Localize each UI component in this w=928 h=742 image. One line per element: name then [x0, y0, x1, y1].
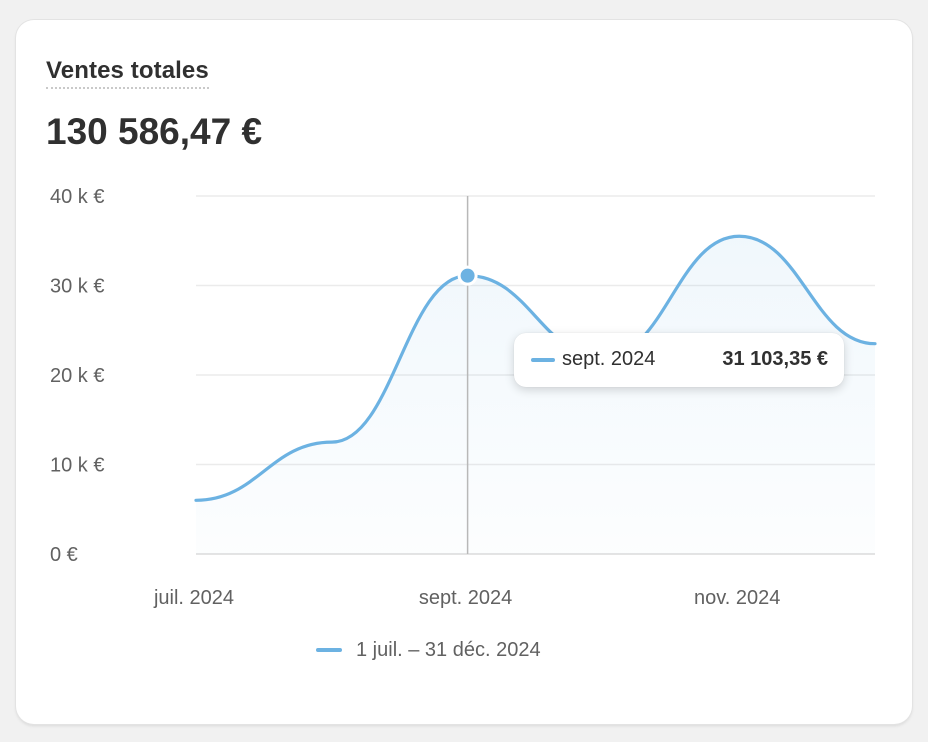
y-axis: 0 € 10 k € 20 k € 30 k € 40 k €	[50, 186, 104, 566]
x-tick-label: sept. 2024	[419, 587, 512, 609]
tooltip-label: sept. 2024	[562, 348, 656, 370]
y-tick-label: 0 €	[50, 544, 78, 566]
y-tick-label: 40 k €	[50, 186, 104, 208]
data-points	[457, 265, 478, 286]
x-tick-label: juil. 2024	[153, 587, 234, 609]
tooltip-series-swatch	[531, 358, 555, 362]
x-tick-label: nov. 2024	[694, 587, 780, 609]
series-area	[196, 236, 875, 554]
chart-tooltip: sept. 2024 31 103,35 €	[514, 333, 844, 387]
y-tick-label: 20 k €	[50, 365, 104, 387]
y-tick-label: 30 k €	[50, 276, 104, 298]
total-sales-value: 130 586,47 €	[46, 111, 263, 152]
highlighted-data-point[interactable]	[457, 265, 478, 286]
y-tick-label: 10 k €	[50, 455, 104, 477]
series-line	[194, 234, 877, 502]
legend-series-label: 1 juil. – 31 déc. 2024	[356, 639, 541, 661]
legend-series-swatch	[316, 648, 342, 652]
tooltip-value: 31 103,35 €	[722, 348, 828, 370]
x-axis: juil. 2024 sept. 2024 nov. 2024	[153, 587, 780, 609]
card-title[interactable]: Ventes totales	[46, 57, 209, 89]
